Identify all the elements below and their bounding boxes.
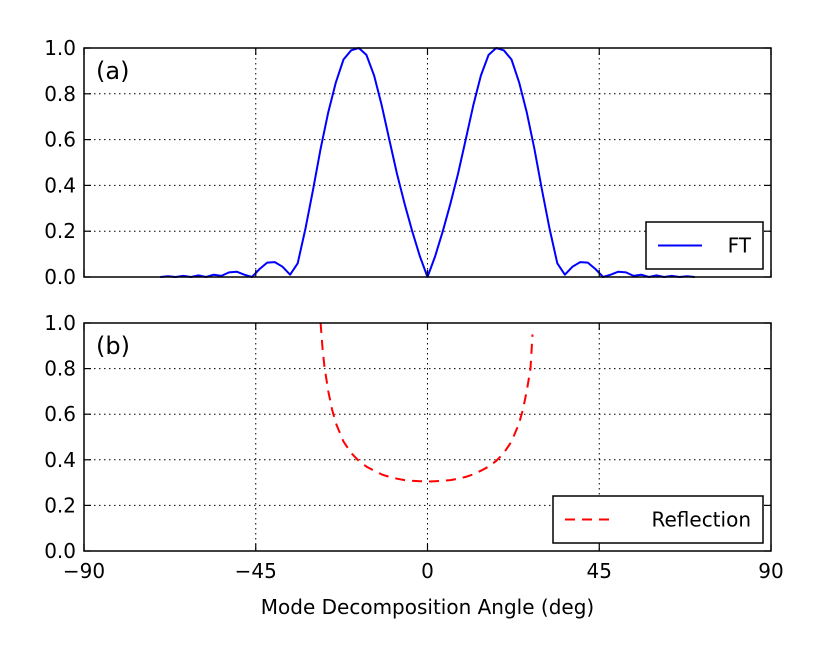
panel-a-ticks: 0.0 0.2 0.4 0.6 0.8 1.0 bbox=[44, 36, 772, 289]
panel-a-series bbox=[160, 47, 695, 278]
x-tick-label-4: 90 bbox=[758, 559, 783, 583]
series-line-reflection bbox=[319, 322, 534, 483]
y-tick-label-2: 0.4 bbox=[44, 173, 76, 197]
legend-label-reflection: Reflection bbox=[651, 508, 751, 532]
legend-label-ft: FT bbox=[728, 234, 752, 258]
y-tick-label-2: 0.4 bbox=[44, 448, 76, 472]
panel-b-legend: Reflection bbox=[552, 495, 764, 544]
series-line-ft bbox=[160, 47, 695, 278]
y-tick-label-0: 0.0 bbox=[44, 539, 76, 563]
panel-a-grid bbox=[84, 48, 771, 277]
panel-b-ticks: −90 −45 0 45 90 0.0 0.2 0.4 0.6 0.8 1.0 bbox=[44, 311, 784, 583]
panel-a: 0.0 0.2 0.4 0.6 0.8 1.0 (a) FT bbox=[44, 36, 772, 289]
y-tick-label-5: 1.0 bbox=[44, 36, 76, 60]
x-tick-label-3: 45 bbox=[587, 559, 612, 583]
y-tick-label-4: 0.8 bbox=[44, 82, 76, 106]
x-tick-label-0: −90 bbox=[63, 559, 105, 583]
y-tick-label-1: 0.2 bbox=[44, 493, 76, 517]
x-tick-label-1: −45 bbox=[235, 559, 277, 583]
y-tick-label-5: 1.0 bbox=[44, 311, 76, 335]
panel-b: −90 −45 0 45 90 0.0 0.2 0.4 0.6 0.8 1.0 (b) Reflec… bbox=[44, 311, 784, 583]
panel-b-label: (b) bbox=[96, 332, 130, 360]
y-tick-label-3: 0.6 bbox=[44, 402, 76, 426]
panel-a-label: (a) bbox=[96, 57, 129, 85]
y-tick-label-1: 0.2 bbox=[44, 219, 76, 243]
y-tick-label-0: 0.0 bbox=[44, 265, 76, 289]
y-tick-label-4: 0.8 bbox=[44, 357, 76, 381]
panel-b-series bbox=[319, 322, 534, 483]
x-axis-title: Mode Decomposition Angle (deg) bbox=[261, 595, 594, 619]
y-tick-label-3: 0.6 bbox=[44, 128, 76, 152]
panel-a-legend: FT bbox=[645, 221, 764, 270]
x-tick-label-2: 0 bbox=[421, 559, 434, 583]
